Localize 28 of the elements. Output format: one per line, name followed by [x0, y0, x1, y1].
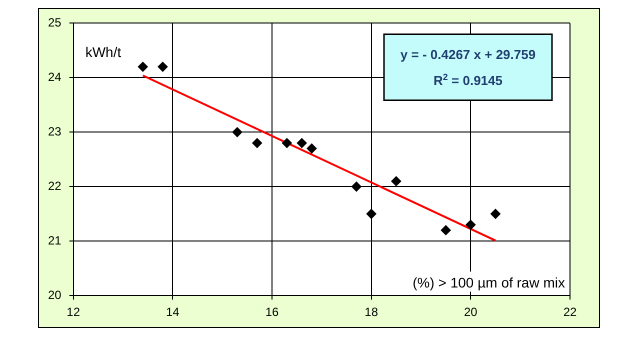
point	[282, 138, 292, 148]
x-tick-label: 18	[364, 305, 378, 320]
point	[252, 138, 262, 148]
x-tick-label: 14	[166, 305, 180, 320]
y-tick-label: 25	[48, 16, 62, 30]
y-tick-label: 20	[48, 288, 62, 302]
point	[391, 176, 402, 186]
point	[466, 220, 476, 230]
x-tick-label: 20	[464, 305, 478, 320]
y-tick-label: 24	[48, 70, 62, 84]
y-tick-label: 22	[48, 178, 62, 193]
annotation: y = - 0.4267 x + 29.759	[400, 47, 536, 62]
point	[490, 208, 500, 219]
point	[158, 62, 168, 72]
point	[440, 225, 451, 236]
y-tick-label: 21	[48, 233, 62, 248]
point	[351, 182, 362, 192]
point	[306, 144, 317, 154]
x-tick-label: 22	[563, 305, 577, 320]
x-axis-title: (%) > 100 µm of raw mix	[412, 274, 565, 291]
point	[366, 208, 376, 219]
point	[232, 127, 242, 138]
x-tick-label: 12	[66, 305, 80, 320]
point	[138, 62, 148, 72]
point	[296, 138, 307, 148]
y-axis-title: kWh/t	[85, 44, 122, 60]
x-tick-label: 16	[265, 305, 280, 320]
y-tick-label: 23	[48, 124, 62, 138]
